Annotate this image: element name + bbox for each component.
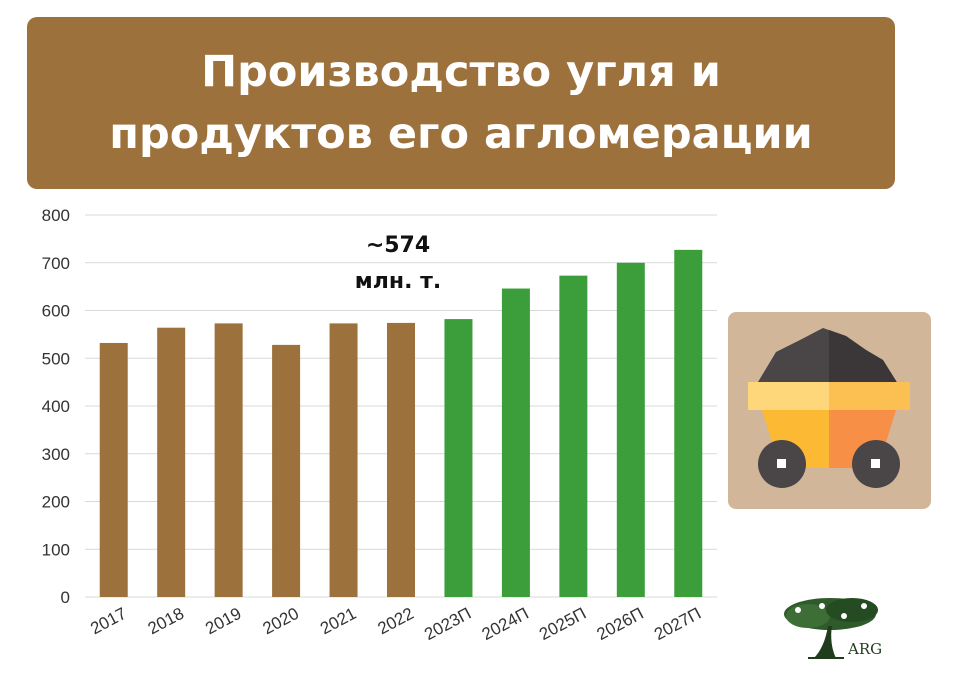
- x-tick-label: 2019: [202, 604, 244, 639]
- bar-2017: [99, 342, 128, 597]
- bar-2024П: [501, 288, 530, 597]
- bar-2022: [387, 322, 415, 597]
- bar-2026П: [616, 262, 645, 597]
- x-tick-label: 2024П: [479, 604, 532, 644]
- y-tick-label: 600: [42, 302, 70, 321]
- y-tick-label: 700: [42, 254, 70, 273]
- bar-2023П: [444, 319, 473, 597]
- tree-logo-icon: [784, 598, 878, 659]
- logo-text: ARG: [848, 640, 883, 658]
- bar-chart: 0 100 200 300 400 500 600 700 800 2017 2018 2019 202…: [42, 206, 717, 644]
- annotation-value: ~574: [365, 233, 431, 258]
- y-tick-label: 300: [42, 445, 70, 464]
- coal-cart-card: [728, 312, 931, 509]
- x-tick-label: 2021: [317, 604, 359, 639]
- bar-2018: [157, 327, 186, 597]
- y-tick-label: 200: [42, 493, 70, 512]
- x-tick-label: 2025П: [536, 604, 589, 644]
- bar-2021: [329, 323, 358, 597]
- annotation-unit: млн. т.: [354, 269, 442, 294]
- x-tick-label: 2022: [375, 604, 417, 639]
- coal-cart-icon: [748, 328, 910, 488]
- chart-title: Производство угля и продуктов его агломе…: [109, 47, 813, 159]
- title-banner: Производство угля и продуктов его агломе…: [27, 17, 895, 189]
- bar-2027П: [674, 249, 703, 598]
- y-tick-label: 500: [42, 349, 70, 368]
- x-tick-label: 2027П: [651, 604, 704, 644]
- bar-2019: [214, 323, 243, 597]
- annotation-label: ~574 млн. т.: [318, 228, 478, 300]
- x-tick-label: 2018: [145, 604, 187, 639]
- x-tick-label: 2026П: [594, 604, 647, 644]
- x-tick-label: 2023П: [421, 604, 474, 644]
- y-tick-label: 800: [42, 206, 70, 225]
- bar-2025П: [559, 275, 588, 597]
- y-tick-label: 100: [42, 540, 70, 559]
- arg-logo: ARG: [778, 592, 883, 664]
- y-tick-label: 0: [61, 588, 70, 607]
- x-tick-label: 2020: [260, 604, 302, 639]
- y-tick-label: 400: [42, 397, 70, 416]
- x-tick-label: 2017: [87, 604, 129, 639]
- bar-2020: [272, 344, 301, 597]
